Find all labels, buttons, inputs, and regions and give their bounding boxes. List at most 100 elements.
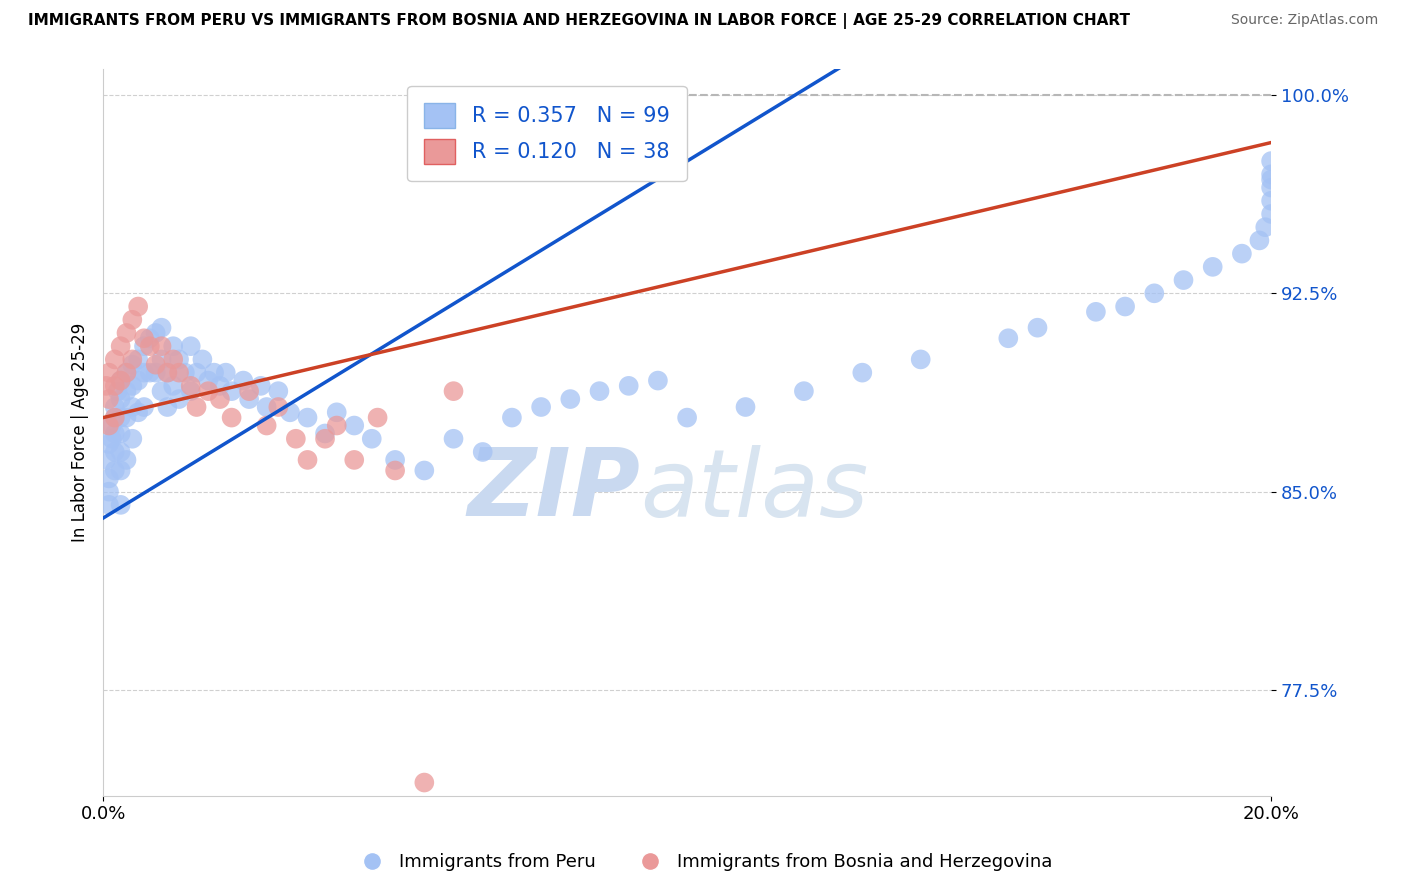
Point: [734, 400, 756, 414]
Point: [530, 400, 553, 414]
Point: [162, 379, 184, 393]
Point: [1260, 154, 1282, 169]
Point: [1249, 234, 1271, 248]
Point: [1260, 194, 1282, 208]
Point: [94, 453, 117, 467]
Point: [162, 352, 184, 367]
Point: [249, 379, 271, 393]
Point: [238, 392, 260, 406]
Point: [104, 445, 127, 459]
Point: [997, 331, 1019, 345]
Text: atlas: atlas: [640, 445, 869, 536]
Point: [139, 331, 162, 345]
Point: [104, 463, 127, 477]
Point: [325, 418, 347, 433]
Point: [1173, 273, 1195, 287]
Point: [238, 384, 260, 399]
Point: [115, 326, 138, 340]
Point: [256, 400, 278, 414]
Point: [104, 379, 127, 393]
Point: [1202, 260, 1225, 274]
Point: [208, 392, 231, 406]
Point: [167, 392, 190, 406]
Point: [104, 426, 127, 441]
Point: [278, 405, 301, 419]
Point: [121, 358, 143, 372]
Point: [139, 339, 162, 353]
Point: [94, 379, 117, 393]
Point: [910, 352, 932, 367]
Point: [284, 432, 307, 446]
Point: [1026, 320, 1049, 334]
Point: [132, 400, 155, 414]
Point: [110, 426, 132, 441]
Point: [443, 432, 465, 446]
Point: [107, 384, 129, 399]
Point: [121, 400, 143, 414]
Text: Source: ZipAtlas.com: Source: ZipAtlas.com: [1230, 13, 1378, 28]
Point: [1084, 305, 1107, 319]
Point: [343, 453, 366, 467]
Point: [110, 374, 132, 388]
Point: [98, 484, 121, 499]
Point: [156, 366, 179, 380]
Point: [588, 384, 610, 399]
Point: [104, 400, 127, 414]
Point: [110, 463, 132, 477]
Point: [115, 366, 138, 380]
Point: [443, 384, 465, 399]
Point: [167, 352, 190, 367]
Point: [110, 374, 132, 388]
Point: [191, 352, 214, 367]
Text: IMMIGRANTS FROM PERU VS IMMIGRANTS FROM BOSNIA AND HERZEGOVINA IN LABOR FORCE | : IMMIGRANTS FROM PERU VS IMMIGRANTS FROM …: [28, 13, 1130, 29]
Point: [232, 374, 254, 388]
Point: [145, 358, 167, 372]
Point: [325, 405, 347, 419]
Point: [150, 352, 173, 367]
Point: [98, 392, 121, 406]
Point: [851, 366, 873, 380]
Point: [115, 384, 138, 399]
Point: [221, 410, 243, 425]
Point: [367, 410, 389, 425]
Point: [413, 463, 436, 477]
Point: [560, 392, 582, 406]
Y-axis label: In Labor Force | Age 25-29: In Labor Force | Age 25-29: [72, 323, 89, 541]
Point: [215, 366, 238, 380]
Point: [167, 366, 190, 380]
Point: [384, 463, 406, 477]
Point: [1114, 300, 1136, 314]
Point: [115, 410, 138, 425]
Point: [1260, 207, 1282, 221]
Point: [197, 374, 219, 388]
Point: [115, 453, 138, 467]
Point: [127, 300, 149, 314]
Point: [256, 418, 278, 433]
Point: [145, 366, 167, 380]
Point: [110, 445, 132, 459]
Point: [110, 410, 132, 425]
Point: [267, 400, 290, 414]
Point: [150, 320, 173, 334]
Text: ZIP: ZIP: [468, 444, 640, 536]
Point: [121, 312, 143, 326]
Legend: Immigrants from Peru, Immigrants from Bosnia and Herzegovina: Immigrants from Peru, Immigrants from Bo…: [346, 847, 1060, 879]
Point: [297, 453, 319, 467]
Point: [384, 453, 406, 467]
Point: [186, 366, 208, 380]
Point: [127, 405, 149, 419]
Point: [156, 366, 179, 380]
Point: [647, 374, 669, 388]
Point: [162, 339, 184, 353]
Point: [145, 326, 167, 340]
Point: [186, 400, 208, 414]
Point: [98, 498, 121, 512]
Point: [98, 437, 121, 451]
Point: [150, 384, 173, 399]
Point: [314, 432, 336, 446]
Point: [343, 418, 366, 433]
Point: [180, 384, 202, 399]
Point: [676, 410, 699, 425]
Point: [1254, 220, 1277, 235]
Point: [98, 418, 121, 433]
